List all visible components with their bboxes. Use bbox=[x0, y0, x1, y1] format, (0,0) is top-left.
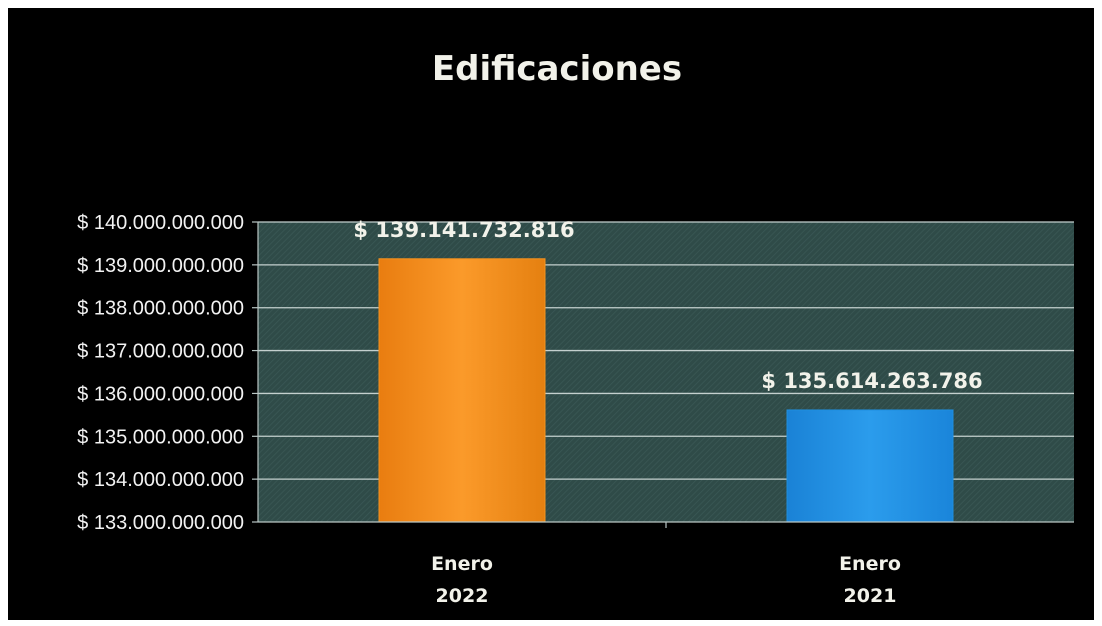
y-tick-label: $ 134.000.000.000 bbox=[77, 469, 244, 491]
y-tick-label: $ 140.000.000.000 bbox=[77, 212, 244, 234]
data-label: $ 135.614.263.786 bbox=[761, 369, 982, 393]
y-axis-ticks: $ 133.000.000.000 $ 134.000.000.000 $ 135.… bbox=[77, 212, 258, 534]
chart-frame: Edificaciones $ 133.000.000.000 $ 134.000… bbox=[8, 8, 1094, 620]
y-tick-label: $ 133.000.000.000 bbox=[77, 512, 244, 534]
bar bbox=[786, 409, 954, 523]
category-label: Enero 2022 bbox=[431, 553, 493, 607]
y-tick-label: $ 139.000.000.000 bbox=[77, 255, 244, 277]
bar-chart: Edificaciones $ 133.000.000.000 $ 134.000… bbox=[77, 49, 1074, 607]
chart-title: Edificaciones bbox=[432, 49, 682, 89]
bar bbox=[378, 258, 546, 523]
y-tick-label: $ 137.000.000.000 bbox=[77, 341, 244, 363]
y-tick-label: $ 138.000.000.000 bbox=[77, 298, 244, 320]
data-label: $ 139.141.732.816 bbox=[353, 218, 574, 242]
bars bbox=[378, 258, 954, 523]
y-tick-label: $ 136.000.000.000 bbox=[77, 383, 244, 405]
x-axis-categories: Enero 2022 Enero 2021 bbox=[431, 522, 901, 607]
data-labels: $ 139.141.732.816 $ 135.614.263.786 bbox=[353, 218, 982, 393]
category-label: Enero 2021 bbox=[839, 553, 901, 607]
y-tick-label: $ 135.000.000.000 bbox=[77, 426, 244, 448]
